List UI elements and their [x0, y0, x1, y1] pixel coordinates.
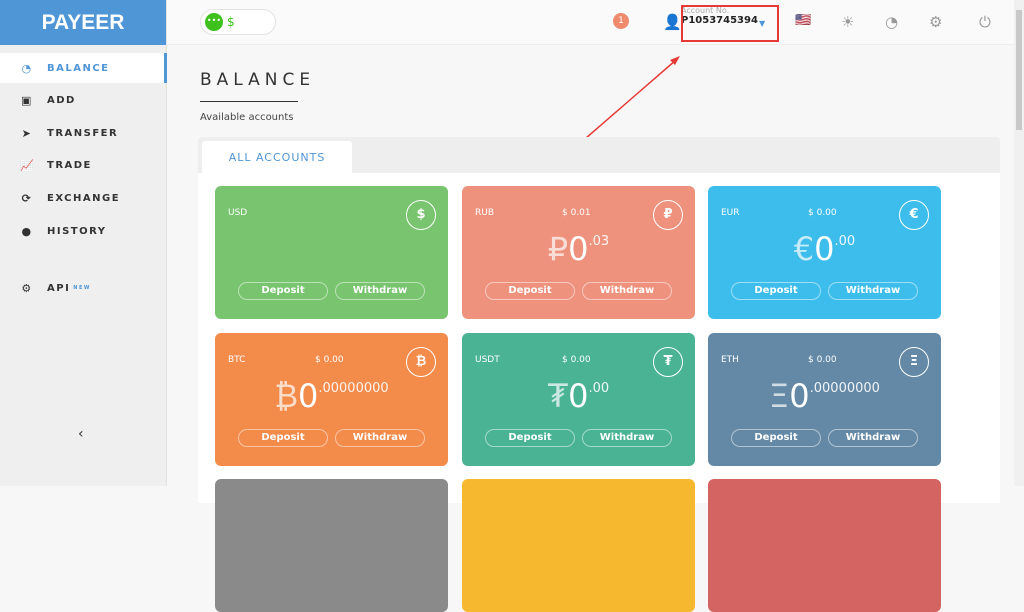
chart-icon: 📈 — [20, 158, 36, 172]
more-icon: ••• — [205, 13, 223, 31]
account-card-partial[interactable] — [215, 479, 448, 612]
currency-code: USDT — [475, 355, 500, 365]
sidebar-item-balance[interactable]: ◔ BALANCE — [0, 53, 167, 83]
withdraw-button[interactable]: Withdraw — [335, 282, 425, 300]
notifications-badge[interactable]: 1 — [613, 13, 629, 29]
dashboard-icon: ◔ — [21, 61, 33, 75]
clock-icon: ● — [21, 224, 33, 238]
account-card-usd[interactable]: USD $ Deposit Withdraw — [215, 186, 448, 319]
sidebar: PAYEER ◔ BALANCE ▣ ADD ➤ TRANSFER 📈 TRADE ⟳ EXCHA… — [0, 0, 167, 486]
payeer-logo[interactable]: PAYEER — [0, 0, 166, 45]
withdraw-button[interactable]: Withdraw — [828, 429, 918, 447]
account-card-partial[interactable] — [708, 479, 941, 612]
new-badge: NEW — [73, 285, 91, 291]
usd-equivalent: $ 0.01 — [562, 208, 591, 218]
gear-icon[interactable]: ⚙ — [929, 13, 943, 31]
balance-amount: $ — [227, 15, 235, 29]
usd-equivalent: $ 0.00 — [562, 355, 591, 365]
currency-code: EUR — [721, 208, 740, 218]
currency-icon: $ — [406, 200, 436, 230]
top-bar: ••• $ 1 👤 Account No. P1053745394 ▼ 🇺🇸 ☀… — [167, 0, 1014, 45]
currency-code: ETH — [721, 355, 739, 365]
sidebar-item-api[interactable]: ⚙ API NEW — [0, 273, 167, 303]
account-card-rub[interactable]: RUB $ 0.01 ₽ ₽0.03 Deposit Withdraw — [462, 186, 695, 319]
deposit-button[interactable]: Deposit — [238, 282, 328, 300]
deposit-button[interactable]: Deposit — [731, 429, 821, 447]
title-divider — [200, 101, 298, 102]
currency-code: BTC — [228, 355, 246, 365]
account-card-partial[interactable] — [462, 479, 695, 612]
deposit-button[interactable]: Deposit — [238, 429, 328, 447]
exchange-icon: ⟳ — [21, 191, 33, 205]
us-flag-icon[interactable]: 🇺🇸 — [795, 13, 812, 28]
account-balance: ₽0.03 — [547, 230, 610, 268]
sidebar-item-exchange[interactable]: ⟳ EXCHANGE — [0, 183, 167, 213]
power-icon[interactable]: ⏻ — [979, 13, 991, 31]
theme-sun-icon[interactable]: ☀ — [841, 13, 855, 31]
withdraw-button[interactable]: Withdraw — [582, 282, 672, 300]
currency-icon: Ξ — [899, 347, 929, 377]
user-icon: 👤 — [663, 13, 682, 31]
support-icon[interactable]: ◔ — [885, 13, 899, 31]
chevron-down-icon: ▼ — [759, 19, 766, 28]
usd-equivalent: $ 0.00 — [808, 355, 837, 365]
usd-equivalent: $ 0.00 — [808, 208, 837, 218]
deposit-button[interactable]: Deposit — [485, 282, 575, 300]
tab-all-accounts[interactable]: ALL ACCOUNTS — [202, 141, 352, 174]
deposit-button[interactable]: Deposit — [731, 282, 821, 300]
deposit-button[interactable]: Deposit — [485, 429, 575, 447]
page-subtitle: Available accounts — [200, 112, 294, 123]
account-card-usdt[interactable]: USDT $ 0.00 ₮ ₮0.00 Deposit Withdraw — [462, 333, 695, 466]
sidebar-item-label: BALANCE — [47, 62, 110, 74]
currency-icon: ₽ — [653, 200, 683, 230]
sidebar-item-label: EXCHANGE — [47, 192, 121, 204]
sidebar-item-transfer[interactable]: ➤ TRANSFER — [0, 118, 167, 148]
account-card-eur[interactable]: EUR $ 0.00 € €0.00 Deposit Withdraw — [708, 186, 941, 319]
sidebar-item-label: ADD — [47, 94, 76, 106]
sidebar-item-label: API — [47, 282, 71, 294]
sidebar-item-trade[interactable]: 📈 TRADE — [0, 150, 167, 180]
sidebar-item-label: HISTORY — [47, 225, 107, 237]
scrollbar[interactable] — [1014, 0, 1024, 486]
withdraw-button[interactable]: Withdraw — [828, 282, 918, 300]
sidebar-item-label: TRADE — [47, 159, 92, 171]
page-title: BALANCE — [200, 70, 316, 90]
currency-icon: ₿ — [406, 347, 436, 377]
account-balance: ₿0.00000000 — [274, 377, 389, 415]
account-balance: Ξ0.00000000 — [769, 377, 880, 415]
account-card-btc[interactable]: BTC $ 0.00 ₿ ₿0.00000000 Deposit Withdra… — [215, 333, 448, 466]
usd-equivalent: $ 0.00 — [315, 355, 344, 365]
sidebar-item-history[interactable]: ● HISTORY — [0, 216, 167, 246]
currency-icon: € — [899, 200, 929, 230]
currency-code: RUB — [475, 208, 495, 218]
account-selector[interactable]: Account No. P1053745394 ▼ — [681, 6, 765, 28]
account-balance: ₮0.00 — [547, 377, 610, 415]
balance-pill[interactable]: ••• $ — [200, 9, 276, 35]
account-balance: €0.00 — [793, 230, 856, 268]
account-number: P1053745394 — [681, 15, 758, 26]
collapse-sidebar-icon[interactable]: ‹ — [78, 426, 84, 442]
withdraw-button[interactable]: Withdraw — [335, 429, 425, 447]
plus-square-icon: ▣ — [21, 93, 33, 107]
send-icon: ➤ — [21, 126, 33, 140]
sidebar-item-label: TRANSFER — [47, 127, 119, 139]
account-card-eth[interactable]: ETH $ 0.00 Ξ Ξ0.00000000 Deposit Withdra… — [708, 333, 941, 466]
gears-icon: ⚙ — [21, 281, 33, 295]
currency-icon: ₮ — [653, 347, 683, 377]
currency-code: USD — [228, 208, 248, 218]
sidebar-item-add[interactable]: ▣ ADD — [0, 85, 167, 115]
annotation-box — [681, 5, 779, 42]
withdraw-button[interactable]: Withdraw — [582, 429, 672, 447]
account-label: Account No. — [681, 6, 730, 15]
